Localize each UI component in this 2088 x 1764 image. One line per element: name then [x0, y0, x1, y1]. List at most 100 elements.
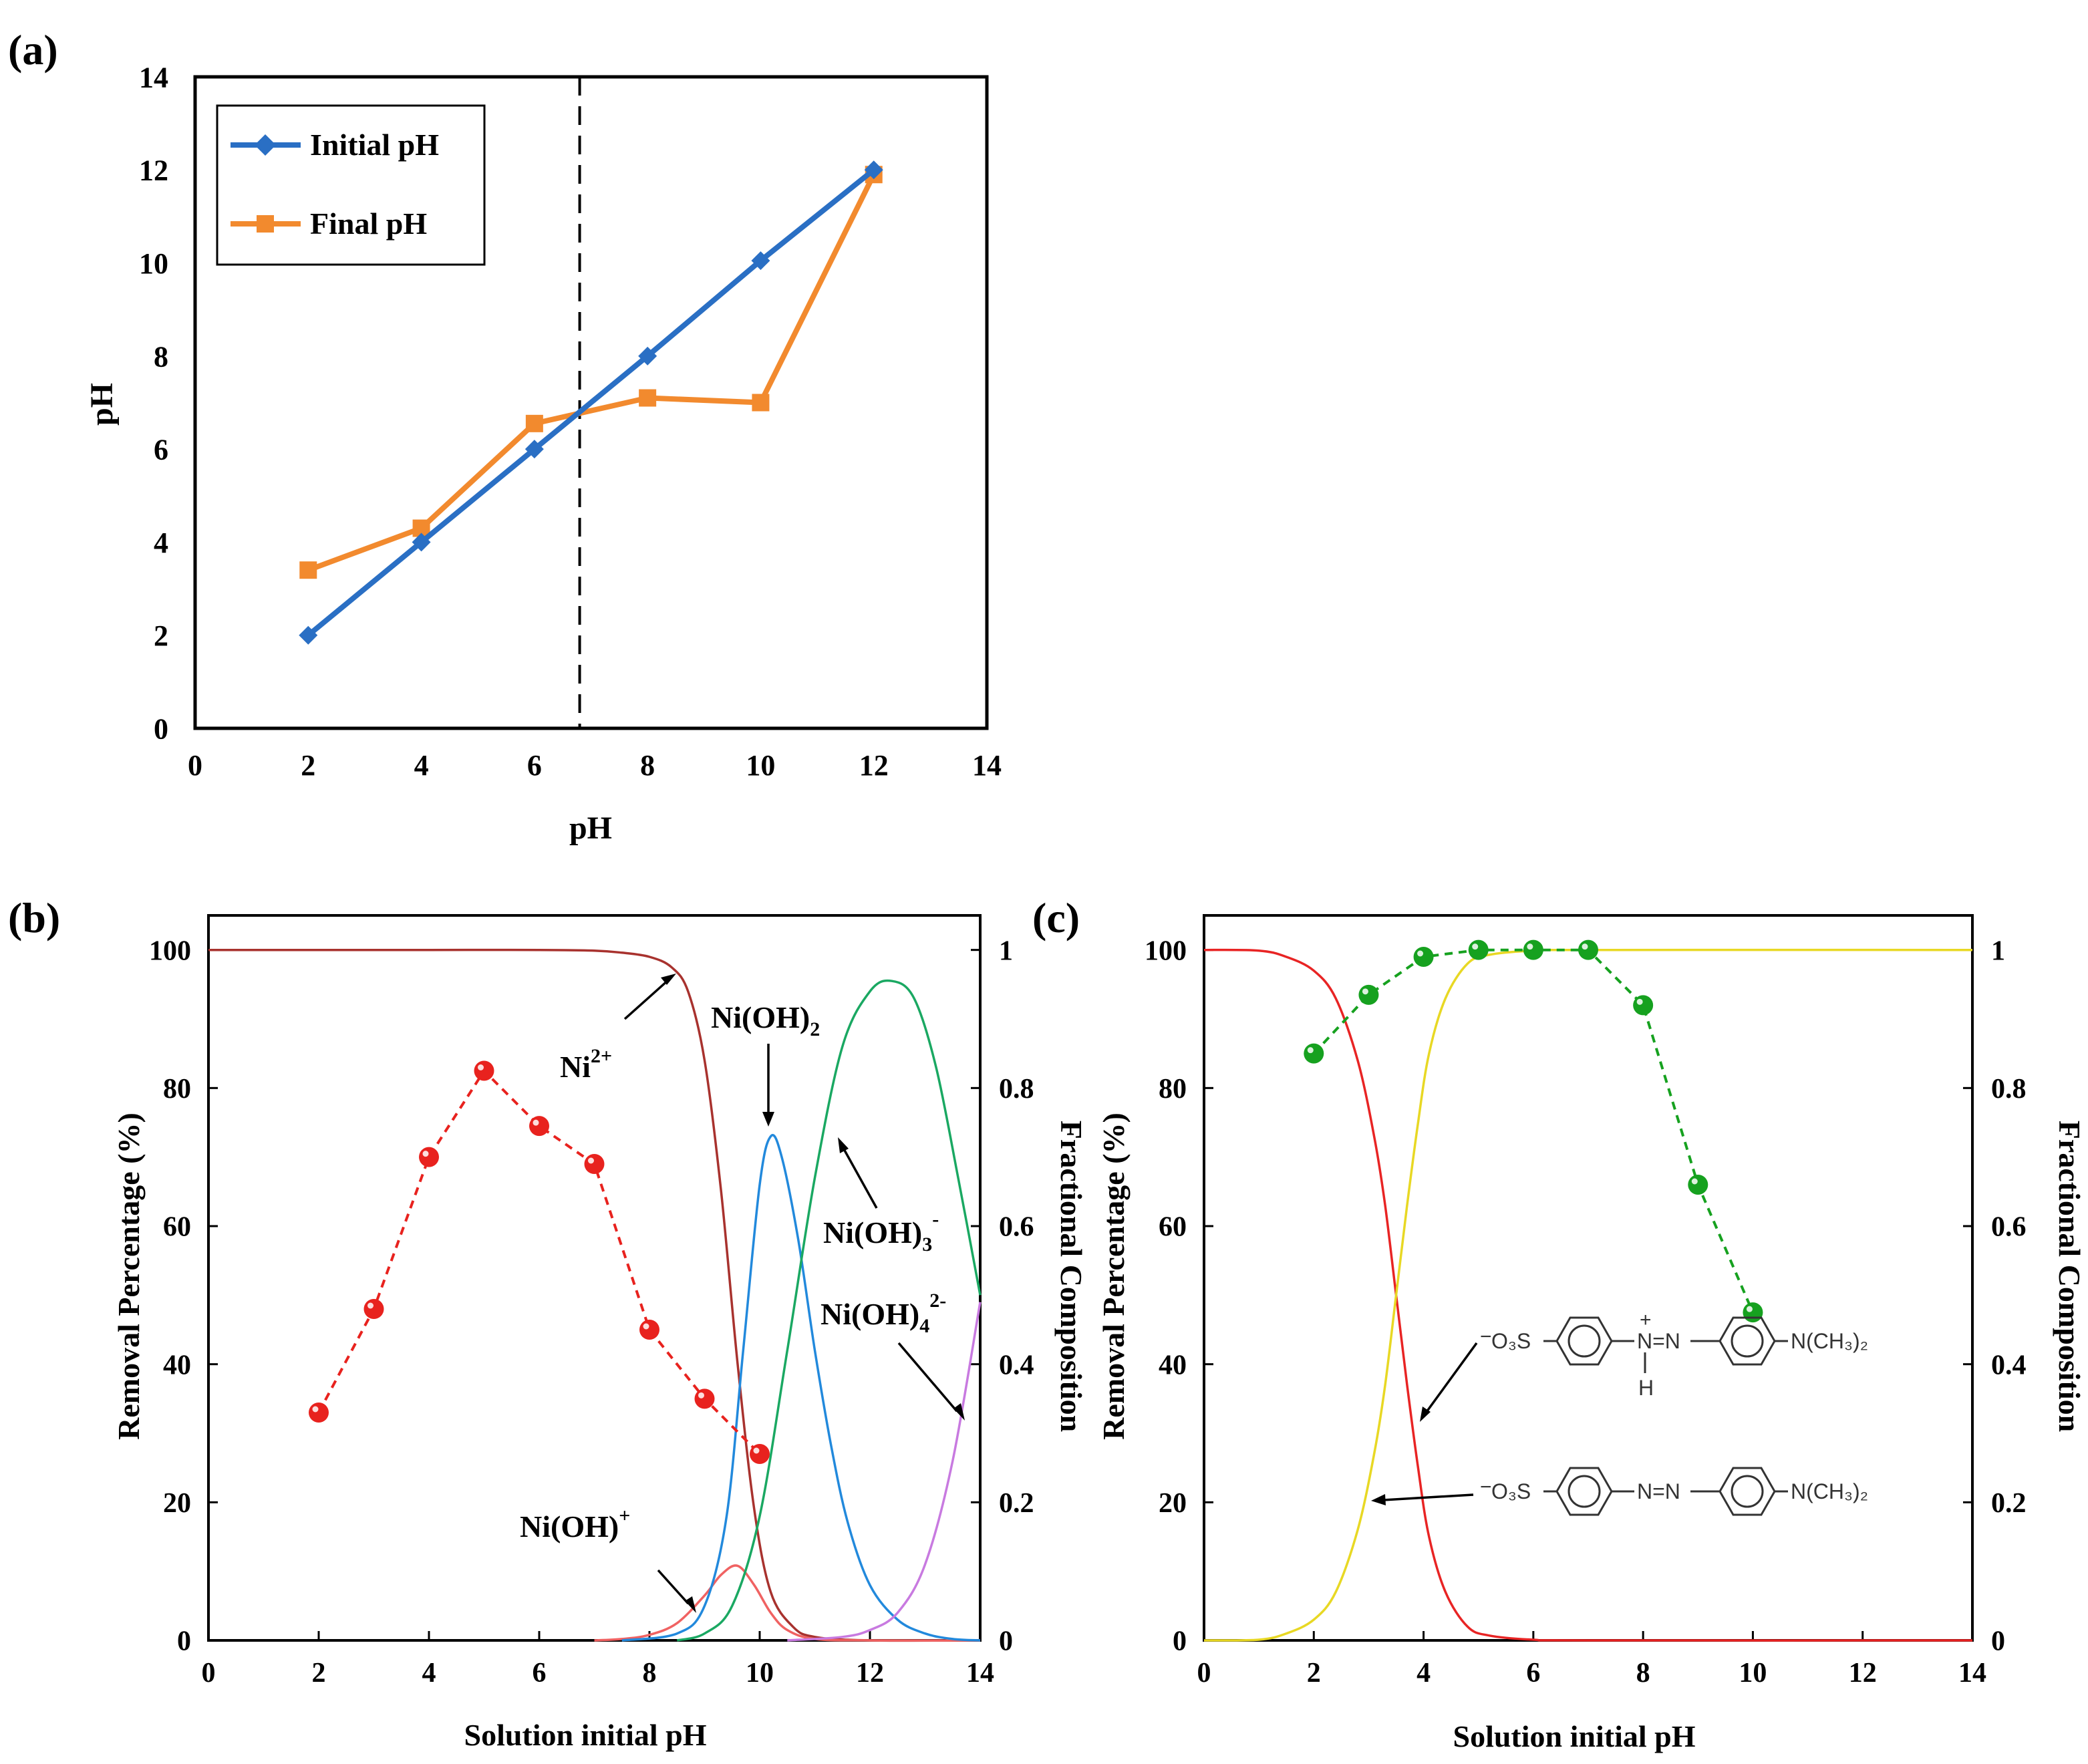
- x-tick-label: 4: [1416, 1658, 1431, 1688]
- removal-point: [639, 1320, 659, 1340]
- marker-initial-ph: [299, 625, 318, 645]
- species-curve-ni2-: [208, 948, 981, 1642]
- removal-point-highlight: [1636, 998, 1643, 1005]
- structure-top-minus: −: [1480, 1326, 1492, 1348]
- removal-point: [1358, 984, 1379, 1005]
- removal-point-highlight: [422, 1151, 429, 1157]
- y-right-tick-label: 0.8: [999, 1074, 1034, 1105]
- arrow-nioh: [657, 1569, 690, 1605]
- y-tick-label: 60: [163, 1212, 191, 1243]
- removal-dashed-line: [317, 1068, 761, 1455]
- panel-c-removal-series: [1304, 939, 1763, 1323]
- panel-a-ylabel: pH: [84, 383, 120, 426]
- species-curve-ni-oh-42-: [787, 1302, 982, 1642]
- legend-marker-final: [257, 215, 274, 233]
- panel-b: (b) 0 2 4 6 8 10 12 1402040608010000.20.40.60.8…: [8, 894, 1088, 1752]
- structure-top-right: N(CH₃)₂: [1791, 1329, 1868, 1353]
- x-tick-label: 2: [1307, 1658, 1321, 1688]
- marker-initial-ph: [525, 440, 544, 459]
- removal-dashed-line: [1312, 948, 1755, 1313]
- benzene-ring-icon: [1555, 1467, 1613, 1516]
- y-tick-label: 4: [154, 527, 168, 559]
- removal-point-highlight: [1527, 943, 1533, 950]
- x-tick-label: 12: [1849, 1658, 1877, 1688]
- removal-point: [419, 1147, 439, 1167]
- y-tick-label: 14: [139, 61, 168, 94]
- arrow-deprotonated: [1382, 1493, 1474, 1501]
- panel-b-label: (b): [8, 894, 60, 941]
- series-line-final-ph: [307, 173, 877, 573]
- annotation-nioh: Ni(OH)+: [520, 1505, 630, 1544]
- x-tick-label: 10: [746, 749, 775, 782]
- x-tick-label: 14: [972, 749, 1002, 782]
- removal-point: [694, 1388, 715, 1409]
- panel-c-label: (c): [1032, 894, 1080, 941]
- removal-point-highlight: [1582, 943, 1588, 950]
- x-tick-label: 8: [643, 1658, 657, 1688]
- structure-deprotonated: − O₃S N=N N(CH₃)₂: [1480, 1467, 1868, 1516]
- removal-point-highlight: [753, 1447, 760, 1454]
- x-tick-label: 12: [859, 749, 889, 782]
- annotation-nioh3: Ni(OH)3-: [823, 1208, 939, 1256]
- structure-top-mid: N=N: [1637, 1329, 1680, 1353]
- y-tick-label: 80: [1159, 1074, 1187, 1105]
- arrow-deprotonated-head: [1371, 1494, 1386, 1505]
- species-curve-ni-oh-3-: [676, 979, 982, 1642]
- removal-point-highlight: [533, 1119, 539, 1126]
- marker-final-ph: [299, 561, 317, 579]
- structure-bottom-mid: N=N: [1637, 1479, 1680, 1503]
- x-tick-label: 8: [640, 749, 655, 782]
- y-right-tick-label: 0.2: [999, 1488, 1034, 1519]
- removal-point: [750, 1444, 770, 1464]
- y-tick-label: 10: [139, 247, 168, 280]
- benzene-ring-icon: [1555, 1316, 1613, 1366]
- arrow-ni2: [623, 979, 669, 1020]
- removal-point: [1743, 1302, 1763, 1323]
- marker-final-ph: [752, 394, 770, 412]
- marker-final-ph: [639, 389, 657, 407]
- x-tick-label: 10: [1739, 1658, 1767, 1688]
- marker-initial-ph: [412, 533, 431, 552]
- y-right-tick-label: 0.2: [1991, 1488, 2027, 1519]
- benzene-ring-icon: [1719, 1467, 1776, 1516]
- removal-point: [1688, 1175, 1708, 1195]
- y-right-tick-label: 0.6: [999, 1212, 1034, 1243]
- arrow-nioh2-head: [762, 1112, 774, 1127]
- removal-point-highlight: [478, 1064, 484, 1070]
- x-tick-label: 12: [856, 1658, 884, 1688]
- removal-point: [474, 1060, 494, 1081]
- panel-a-ticks: 0 2 4 6 8 10 12 14 0 2 4 6 8 10 12 14: [139, 61, 1002, 782]
- panel-c-ylabel-right: Fractional Composition: [2053, 1121, 2087, 1432]
- y-tick-label: 100: [149, 935, 191, 966]
- species-curve-ni-oh-2: [621, 1134, 981, 1642]
- x-tick-label: 4: [414, 749, 429, 782]
- removal-point-highlight: [1691, 1178, 1698, 1185]
- panel-b-species-curves: [208, 948, 982, 1642]
- panel-b-annotations: Ni2+ Ni(OH)2 Ni(OH)3- Ni(OH)42- Ni(OH)+: [520, 974, 965, 1613]
- structure-top-left: O₃S: [1491, 1329, 1531, 1353]
- arrow-protonated-head: [1420, 1407, 1431, 1422]
- y-right-tick-label: 0.8: [1991, 1074, 2027, 1105]
- arrow-nioh-head: [685, 1596, 696, 1613]
- y-right-tick-label: 1: [999, 935, 1013, 966]
- removal-point-highlight: [588, 1157, 594, 1164]
- legend-marker-initial: [255, 134, 276, 156]
- arrow-ni2-head: [661, 974, 676, 985]
- removal-point-highlight: [312, 1406, 319, 1413]
- panel-a-legend: Initial pH Final pH: [216, 104, 486, 266]
- benzene-ring-icon: [1719, 1316, 1776, 1366]
- removal-point: [584, 1154, 605, 1174]
- legend-label-final: Final pH: [310, 206, 427, 241]
- panel-c: (c) 0 2 4 6 8 10 12 1402040608010000.20.40.60.8…: [1032, 894, 2087, 1753]
- y-tick-label: 0: [1173, 1626, 1187, 1657]
- y-tick-label: 6: [154, 434, 168, 466]
- removal-point: [1468, 939, 1489, 960]
- removal-point-highlight: [1746, 1306, 1753, 1312]
- y-tick-label: 20: [163, 1488, 191, 1519]
- panel-c-xlabel: Solution initial pH: [1453, 1719, 1695, 1753]
- structure-top-plus: +: [1640, 1309, 1652, 1331]
- x-tick-label: 8: [1636, 1658, 1650, 1688]
- structure-top-h: H: [1638, 1376, 1654, 1400]
- series-line-initial-ph: [306, 168, 876, 637]
